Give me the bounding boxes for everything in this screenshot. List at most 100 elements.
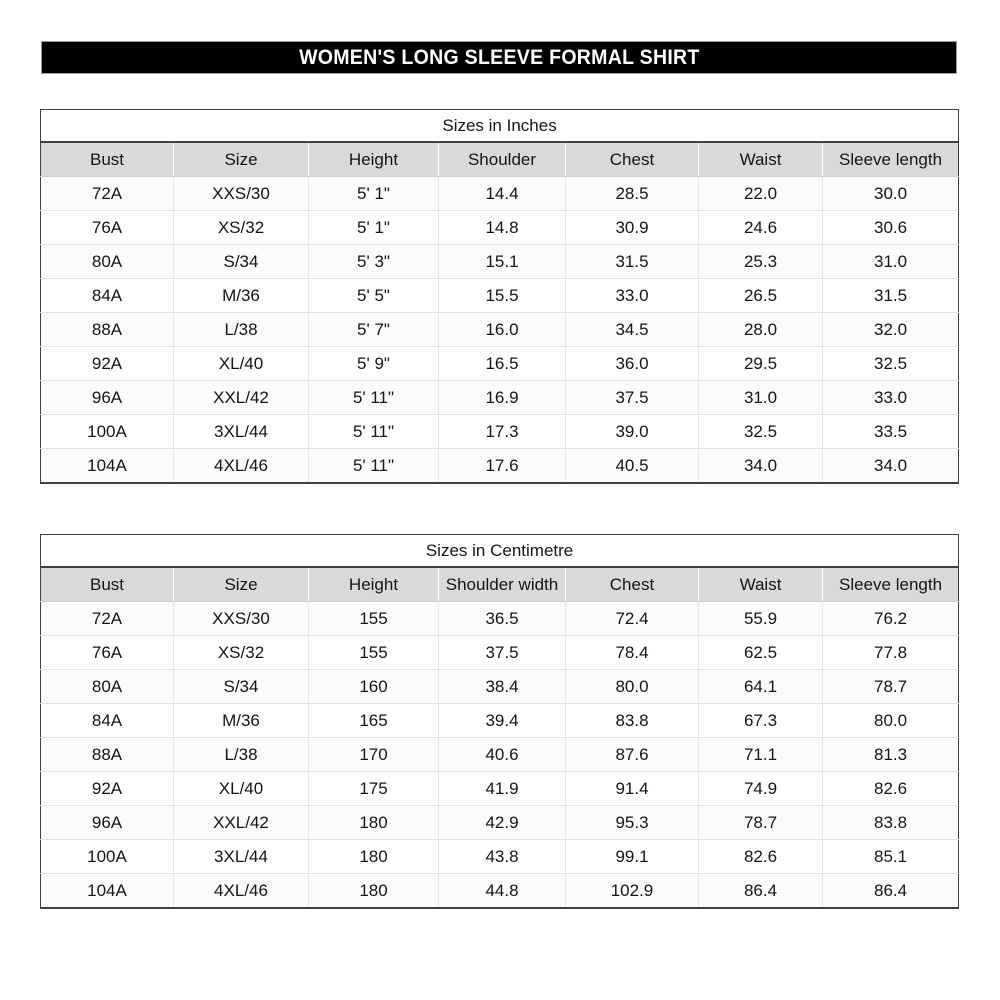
- table-cell: 71.1: [698, 737, 823, 772]
- table-cell: 4XL/46: [173, 448, 309, 483]
- table-cell: 5' 11": [308, 380, 439, 415]
- table-cell: 76.2: [822, 601, 959, 636]
- table-cell: 37.5: [565, 380, 699, 415]
- table-cell: XL/40: [173, 771, 309, 806]
- column-header-bust: Bust: [40, 567, 174, 602]
- table-cell: S/34: [173, 669, 309, 704]
- table-cell: 17.3: [438, 414, 566, 449]
- table-row: 96A XXL/42 180 42.9 95.3 78.7 83.8: [40, 805, 959, 840]
- table-cell: 78.4: [565, 635, 699, 670]
- table-cell: 96A: [40, 805, 174, 840]
- table-cell: 85.1: [822, 839, 959, 874]
- table-cell: 80.0: [822, 703, 959, 738]
- table-cell: 84A: [40, 278, 174, 313]
- table-cell: 31.0: [698, 380, 823, 415]
- table-row: 100A 3XL/44 180 43.8 99.1 82.6 85.1: [40, 839, 959, 874]
- table-title: Sizes in Centimetre: [40, 534, 959, 568]
- column-header-size: Size: [173, 567, 309, 602]
- table-cell: 81.3: [822, 737, 959, 772]
- table-cell: 5' 1": [308, 210, 439, 245]
- table-cell: XL/40: [173, 346, 309, 381]
- table-cell: 95.3: [565, 805, 699, 840]
- table-cell: 64.1: [698, 669, 823, 704]
- table-cell: 88A: [40, 312, 174, 347]
- table-cell: 24.6: [698, 210, 823, 245]
- table-cell: 33.0: [565, 278, 699, 313]
- table-cell: 80A: [40, 244, 174, 279]
- column-header-shoulder: Shoulder: [438, 142, 566, 177]
- column-header-row: Bust Size Height Shoulder width Chest Waist Sl…: [40, 567, 959, 602]
- table-cell: 104A: [40, 873, 174, 908]
- table-cell: 5' 3": [308, 244, 439, 279]
- table-cell: 3XL/44: [173, 414, 309, 449]
- table-cell: 4XL/46: [173, 873, 309, 908]
- table-cell: 82.6: [698, 839, 823, 874]
- table-row: 72A XXS/30 155 36.5 72.4 55.9 76.2: [40, 601, 959, 636]
- table-cell: 33.0: [822, 380, 959, 415]
- table-row: 92A XL/40 175 41.9 91.4 74.9 82.6: [40, 771, 959, 806]
- table-cell: 82.6: [822, 771, 959, 806]
- table-cell: 78.7: [822, 669, 959, 704]
- column-header-height: Height: [308, 142, 439, 177]
- table-cell: 22.0: [698, 176, 823, 211]
- table-body: 72A XXS/30 155 36.5 72.4 55.9 76.2 76A XS/32 155 3…: [40, 601, 959, 908]
- table-cell: 5' 11": [308, 414, 439, 449]
- table-cell: 67.3: [698, 703, 823, 738]
- table-cell: 34.5: [565, 312, 699, 347]
- inches-size-table: Sizes in Inches Bust Size Height Shoulder Ch…: [40, 109, 960, 484]
- column-header-chest: Chest: [565, 567, 699, 602]
- centimetre-size-table: Sizes in Centimetre Bust Size Height Should…: [40, 534, 960, 909]
- table-row: 80A S/34 160 38.4 80.0 64.1 78.7: [40, 669, 959, 704]
- table-cell: 180: [308, 873, 439, 908]
- table-cell: 17.6: [438, 448, 566, 483]
- page-title: WOMEN'S LONG SLEEVE FORMAL SHIRT: [298, 45, 700, 69]
- table-cell: L/38: [173, 312, 309, 347]
- table-cell: 180: [308, 805, 439, 840]
- table-cell: 62.5: [698, 635, 823, 670]
- table-cell: 16.9: [438, 380, 566, 415]
- column-header-chest: Chest: [565, 142, 699, 177]
- table-cell: 83.8: [822, 805, 959, 840]
- table-cell: XS/32: [173, 635, 309, 670]
- table-cell: 25.3: [698, 244, 823, 279]
- table-title: Sizes in Inches: [40, 109, 959, 143]
- table-cell: XXL/42: [173, 805, 309, 840]
- table-cell: 5' 7": [308, 312, 439, 347]
- column-header-bust: Bust: [40, 142, 174, 177]
- table-cell: XS/32: [173, 210, 309, 245]
- table-cell: 31.0: [822, 244, 959, 279]
- table-cell: 26.5: [698, 278, 823, 313]
- table-cell: 100A: [40, 839, 174, 874]
- table-cell: M/36: [173, 703, 309, 738]
- table-cell: 40.6: [438, 737, 566, 772]
- table-cell: 31.5: [565, 244, 699, 279]
- table-cell: 72.4: [565, 601, 699, 636]
- table-cell: 155: [308, 601, 439, 636]
- table-cell: 32.0: [822, 312, 959, 347]
- table-title-row: Sizes in Centimetre: [40, 534, 959, 568]
- table-cell: 83.8: [565, 703, 699, 738]
- table-cell: 5' 5": [308, 278, 439, 313]
- table-cell: 92A: [40, 346, 174, 381]
- table-cell: 55.9: [698, 601, 823, 636]
- column-header-shoulder-width: Shoulder width: [438, 567, 566, 602]
- table-cell: 33.5: [822, 414, 959, 449]
- table-cell: 32.5: [822, 346, 959, 381]
- table-cell: 100A: [40, 414, 174, 449]
- column-header-size: Size: [173, 142, 309, 177]
- table-cell: 5' 1": [308, 176, 439, 211]
- column-header-sleeve-length: Sleeve length: [822, 567, 959, 602]
- table-cell: 170: [308, 737, 439, 772]
- table-cell: 30.0: [822, 176, 959, 211]
- title-banner: WOMEN'S LONG SLEEVE FORMAL SHIRT: [41, 41, 957, 74]
- table-cell: XXS/30: [173, 601, 309, 636]
- table-cell: 102.9: [565, 873, 699, 908]
- table-cell: 39.0: [565, 414, 699, 449]
- table-cell: 42.9: [438, 805, 566, 840]
- table-cell: L/38: [173, 737, 309, 772]
- table-cell: 5' 9": [308, 346, 439, 381]
- table-cell: 165: [308, 703, 439, 738]
- table-row: 84A M/36 5' 5" 15.5 33.0 26.5 31.5: [40, 278, 959, 313]
- table-cell: 80.0: [565, 669, 699, 704]
- table-cell: XXS/30: [173, 176, 309, 211]
